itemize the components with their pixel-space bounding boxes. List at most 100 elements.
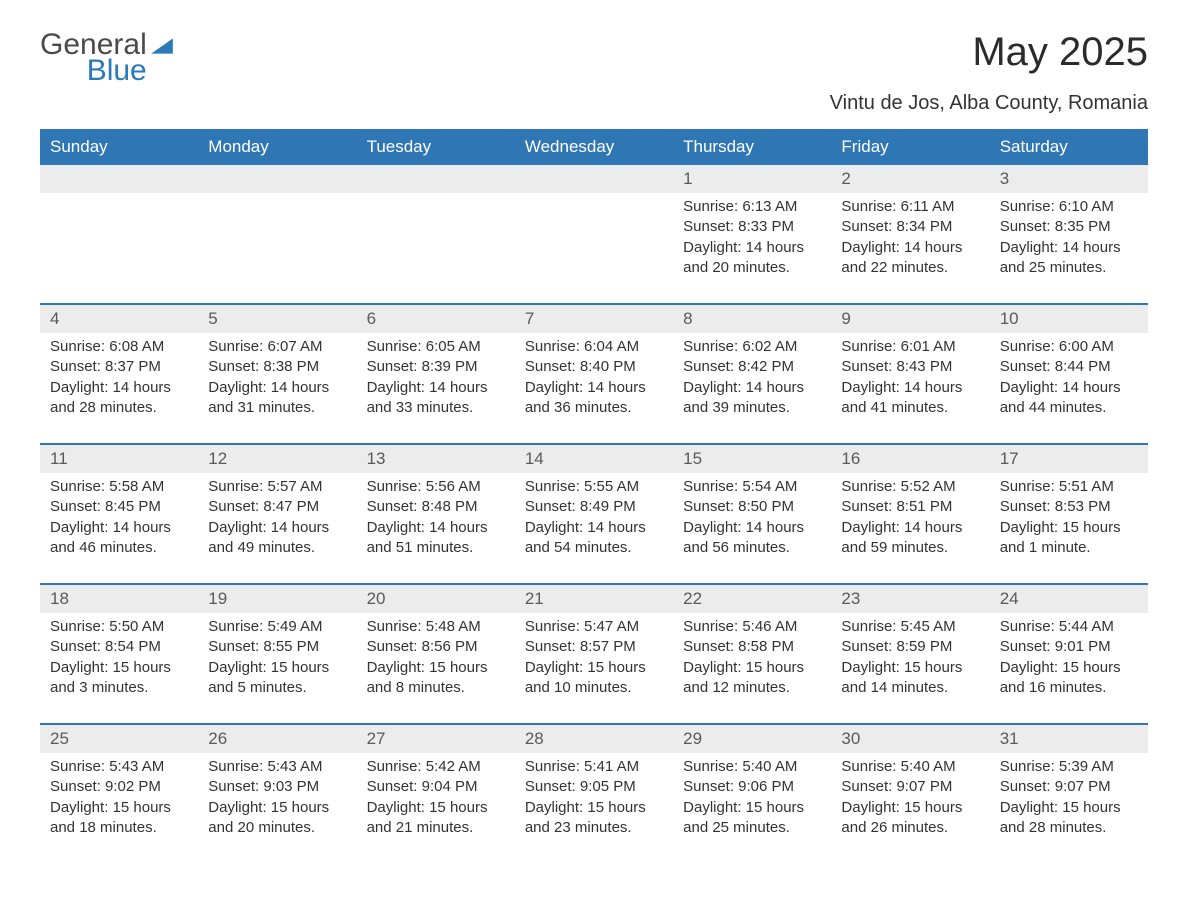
day-number: 22 [673, 585, 831, 613]
day-header-saturday: Saturday [990, 129, 1148, 165]
day-cell: Sunrise: 5:46 AMSunset: 8:58 PMDaylight:… [673, 613, 831, 723]
sunset-text: Sunset: 9:05 PM [525, 777, 663, 797]
daylight-text: Daylight: 14 hours and 44 minutes. [1000, 378, 1138, 419]
day-cell: Sunrise: 5:45 AMSunset: 8:59 PMDaylight:… [831, 613, 989, 723]
sunset-text: Sunset: 8:33 PM [683, 217, 821, 237]
day-number: 7 [515, 305, 673, 333]
day-number: 16 [831, 445, 989, 473]
day-cell: Sunrise: 5:43 AMSunset: 9:02 PMDaylight:… [40, 753, 198, 863]
daylight-text: Daylight: 15 hours and 5 minutes. [208, 658, 346, 699]
daylight-text: Daylight: 14 hours and 41 minutes. [841, 378, 979, 419]
day-cell [515, 193, 673, 303]
sunset-text: Sunset: 8:47 PM [208, 497, 346, 517]
sunset-text: Sunset: 8:51 PM [841, 497, 979, 517]
day-cell: Sunrise: 5:58 AMSunset: 8:45 PMDaylight:… [40, 473, 198, 583]
day-header-tuesday: Tuesday [357, 129, 515, 165]
week-body-row: Sunrise: 6:08 AMSunset: 8:37 PMDaylight:… [40, 333, 1148, 443]
daylight-text: Daylight: 15 hours and 10 minutes. [525, 658, 663, 699]
sunrise-text: Sunrise: 5:39 AM [1000, 757, 1138, 777]
sunset-text: Sunset: 8:45 PM [50, 497, 188, 517]
day-cell: Sunrise: 5:44 AMSunset: 9:01 PMDaylight:… [990, 613, 1148, 723]
daylight-text: Daylight: 15 hours and 16 minutes. [1000, 658, 1138, 699]
daylight-text: Daylight: 15 hours and 28 minutes. [1000, 798, 1138, 839]
day-cell: Sunrise: 6:11 AMSunset: 8:34 PMDaylight:… [831, 193, 989, 303]
day-number: 5 [198, 305, 356, 333]
day-number: 6 [357, 305, 515, 333]
logo: General Blue [40, 30, 175, 86]
sunrise-text: Sunrise: 5:52 AM [841, 477, 979, 497]
title-block: May 2025 [972, 30, 1148, 75]
sunrise-text: Sunrise: 5:50 AM [50, 617, 188, 637]
day-cell [40, 193, 198, 303]
sunset-text: Sunset: 8:48 PM [367, 497, 505, 517]
sunrise-text: Sunrise: 6:08 AM [50, 337, 188, 357]
daylight-text: Daylight: 14 hours and 25 minutes. [1000, 238, 1138, 279]
daylight-text: Daylight: 14 hours and 51 minutes. [367, 518, 505, 559]
sunrise-text: Sunrise: 6:04 AM [525, 337, 663, 357]
sunrise-text: Sunrise: 5:48 AM [367, 617, 505, 637]
day-number: 1 [673, 165, 831, 193]
day-number: 28 [515, 725, 673, 753]
sunrise-text: Sunrise: 6:05 AM [367, 337, 505, 357]
day-header-monday: Monday [198, 129, 356, 165]
day-cell: Sunrise: 5:50 AMSunset: 8:54 PMDaylight:… [40, 613, 198, 723]
daylight-text: Daylight: 15 hours and 8 minutes. [367, 658, 505, 699]
week-body-row: Sunrise: 5:58 AMSunset: 8:45 PMDaylight:… [40, 473, 1148, 583]
sunrise-text: Sunrise: 6:07 AM [208, 337, 346, 357]
day-cell: Sunrise: 5:43 AMSunset: 9:03 PMDaylight:… [198, 753, 356, 863]
daylight-text: Daylight: 15 hours and 26 minutes. [841, 798, 979, 839]
daylight-text: Daylight: 14 hours and 54 minutes. [525, 518, 663, 559]
daylight-text: Daylight: 15 hours and 18 minutes. [50, 798, 188, 839]
day-header-wednesday: Wednesday [515, 129, 673, 165]
day-number: 13 [357, 445, 515, 473]
sunrise-text: Sunrise: 5:47 AM [525, 617, 663, 637]
sunrise-text: Sunrise: 6:10 AM [1000, 197, 1138, 217]
sunset-text: Sunset: 8:58 PM [683, 637, 821, 657]
daylight-text: Daylight: 15 hours and 14 minutes. [841, 658, 979, 699]
day-cell: Sunrise: 5:52 AMSunset: 8:51 PMDaylight:… [831, 473, 989, 583]
day-cell [357, 193, 515, 303]
sunrise-text: Sunrise: 6:01 AM [841, 337, 979, 357]
week-body-row: Sunrise: 6:13 AMSunset: 8:33 PMDaylight:… [40, 193, 1148, 303]
day-cell: Sunrise: 5:47 AMSunset: 8:57 PMDaylight:… [515, 613, 673, 723]
daylight-text: Daylight: 14 hours and 28 minutes. [50, 378, 188, 419]
day-number [357, 165, 515, 193]
daylight-text: Daylight: 14 hours and 31 minutes. [208, 378, 346, 419]
day-number: 20 [357, 585, 515, 613]
day-number: 21 [515, 585, 673, 613]
day-number: 29 [673, 725, 831, 753]
sunset-text: Sunset: 8:38 PM [208, 357, 346, 377]
calendar: Sunday Monday Tuesday Wednesday Thursday… [40, 129, 1148, 863]
sunrise-text: Sunrise: 5:54 AM [683, 477, 821, 497]
day-number: 23 [831, 585, 989, 613]
day-cell: Sunrise: 5:48 AMSunset: 8:56 PMDaylight:… [357, 613, 515, 723]
sunset-text: Sunset: 8:54 PM [50, 637, 188, 657]
day-cell [198, 193, 356, 303]
sunset-text: Sunset: 8:35 PM [1000, 217, 1138, 237]
day-cell: Sunrise: 5:40 AMSunset: 9:06 PMDaylight:… [673, 753, 831, 863]
sunset-text: Sunset: 8:40 PM [525, 357, 663, 377]
day-cell: Sunrise: 5:39 AMSunset: 9:07 PMDaylight:… [990, 753, 1148, 863]
day-cell: Sunrise: 6:01 AMSunset: 8:43 PMDaylight:… [831, 333, 989, 443]
daynum-row: 11121314151617 [40, 445, 1148, 473]
day-number [40, 165, 198, 193]
sunset-text: Sunset: 9:07 PM [841, 777, 979, 797]
sunset-text: Sunset: 8:39 PM [367, 357, 505, 377]
daylight-text: Daylight: 15 hours and 25 minutes. [683, 798, 821, 839]
day-number [198, 165, 356, 193]
day-number: 19 [198, 585, 356, 613]
day-cell: Sunrise: 5:41 AMSunset: 9:05 PMDaylight:… [515, 753, 673, 863]
day-number: 3 [990, 165, 1148, 193]
sunset-text: Sunset: 8:53 PM [1000, 497, 1138, 517]
daylight-text: Daylight: 15 hours and 3 minutes. [50, 658, 188, 699]
sunrise-text: Sunrise: 6:02 AM [683, 337, 821, 357]
sunrise-text: Sunrise: 6:11 AM [841, 197, 979, 217]
sunset-text: Sunset: 8:42 PM [683, 357, 821, 377]
day-cell: Sunrise: 5:57 AMSunset: 8:47 PMDaylight:… [198, 473, 356, 583]
sunrise-text: Sunrise: 6:00 AM [1000, 337, 1138, 357]
sunset-text: Sunset: 8:57 PM [525, 637, 663, 657]
weeks-container: 1 23 Sunrise: 6:13 AMSunset: 8:33 PMDaylig… [40, 165, 1148, 863]
sunset-text: Sunset: 8:37 PM [50, 357, 188, 377]
day-cell: Sunrise: 6:00 AMSunset: 8:44 PMDaylight:… [990, 333, 1148, 443]
day-number: 30 [831, 725, 989, 753]
